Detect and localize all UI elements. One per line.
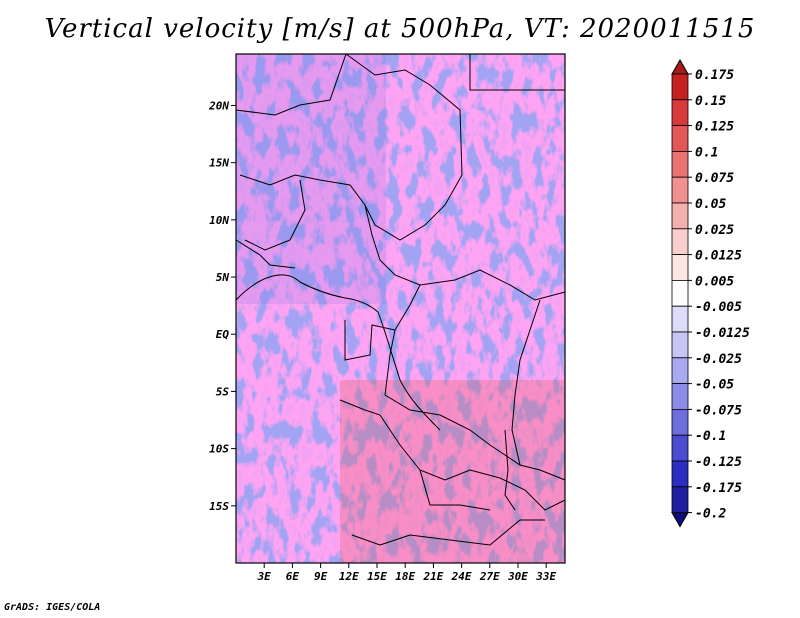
colorbar-label: -0.175 <box>695 481 742 496</box>
map-boundaries <box>235 53 566 546</box>
descent-region-north <box>236 54 386 304</box>
colorbar-segment <box>671 383 689 410</box>
x-tick-label: 33E <box>535 570 556 583</box>
x-tick-label: 3E <box>257 570 272 583</box>
x-tick-label: 27E <box>479 570 500 583</box>
footer-credit: GrADS: IGES/COLA <box>4 602 101 613</box>
colorbar-label: 0.15 <box>695 94 726 109</box>
y-tick-label: 10N <box>209 214 229 227</box>
colorbar-segment <box>671 279 689 307</box>
colorbar-label: 0.025 <box>695 223 734 238</box>
y-tick-label: 15N <box>209 157 229 170</box>
x-tick-label: 6E <box>286 570 300 583</box>
y-tick-label: 5N <box>216 271 230 284</box>
colorbar-segment <box>671 202 689 230</box>
colorbar: 0.175 0.15 0.125 0.1 0.075 0.05 0.025 0.0125 0.0… <box>671 58 750 528</box>
colorbar-label: 0.005 <box>695 274 734 289</box>
x-tick-label: 21E <box>422 570 443 583</box>
colorbar-label: 0.125 <box>695 120 734 135</box>
colorbar-segment <box>671 150 689 178</box>
colorbar-label: -0.125 <box>695 455 742 470</box>
x-tick-label: 24E <box>451 570 472 583</box>
y-tick-label: EQ <box>216 328 230 341</box>
colorbar-segment <box>671 125 689 152</box>
y-tick-label: 5S <box>216 385 230 398</box>
colorbar-segment <box>671 305 689 333</box>
colorbar-label: 0.1 <box>695 145 718 160</box>
colorbar-top-arrow <box>671 58 689 75</box>
ascent-region-south <box>340 380 565 563</box>
colorbar-segment <box>671 357 689 384</box>
colorbar-label: -0.1 <box>695 429 726 444</box>
colorbar-label: 0.0125 <box>695 249 742 264</box>
colorbar-segment <box>671 228 689 256</box>
colorbar-segment <box>671 73 689 101</box>
colorbar-segment <box>671 460 689 488</box>
colorbar-label: -0.05 <box>695 378 734 393</box>
plot-frame <box>235 53 566 564</box>
colorbar-segment <box>671 331 689 359</box>
x-tick-label: 12E <box>339 570 359 583</box>
x-tick-label: 30E <box>507 570 528 583</box>
field-layer <box>236 54 565 563</box>
colorbar-segment <box>671 254 689 281</box>
y-tick-label: 15S <box>209 500 229 513</box>
colorbar-label: 0.05 <box>695 197 726 212</box>
colorbar-label: 0.175 <box>695 68 734 83</box>
colorbar-label: -0.075 <box>695 403 742 418</box>
colorbar-label: -0.005 <box>695 300 742 315</box>
x-tick-label: 15E <box>367 570 387 583</box>
colorbar-segment <box>671 434 689 462</box>
x-tick-label: 9E <box>314 570 328 583</box>
colorbar-segment <box>671 99 689 127</box>
colorbar-label: -0.2 <box>695 507 726 522</box>
colorbar-label: 0.075 <box>695 171 734 186</box>
colorbar-segment <box>671 408 689 436</box>
x-tick-label: 18E <box>395 570 415 583</box>
y-axis: 20N 15N 10N 5N EQ 5S 10S 15S <box>208 99 236 513</box>
x-axis: 3E 6E 9E 12E 15E 18E 21E 24E 27E 30E 33E <box>257 563 557 583</box>
y-tick-label: 20N <box>208 99 229 112</box>
chart-title: Vertical velocity [m/s] at 500hPa, VT: 2… <box>44 14 756 44</box>
colorbar-label: -0.0125 <box>695 326 750 341</box>
colorbar-bottom-arrow <box>671 512 689 528</box>
colorbar-segment <box>671 176 689 204</box>
y-tick-label: 10S <box>209 443 229 456</box>
colorbar-segment <box>671 486 689 513</box>
colorbar-label: -0.025 <box>695 352 742 367</box>
